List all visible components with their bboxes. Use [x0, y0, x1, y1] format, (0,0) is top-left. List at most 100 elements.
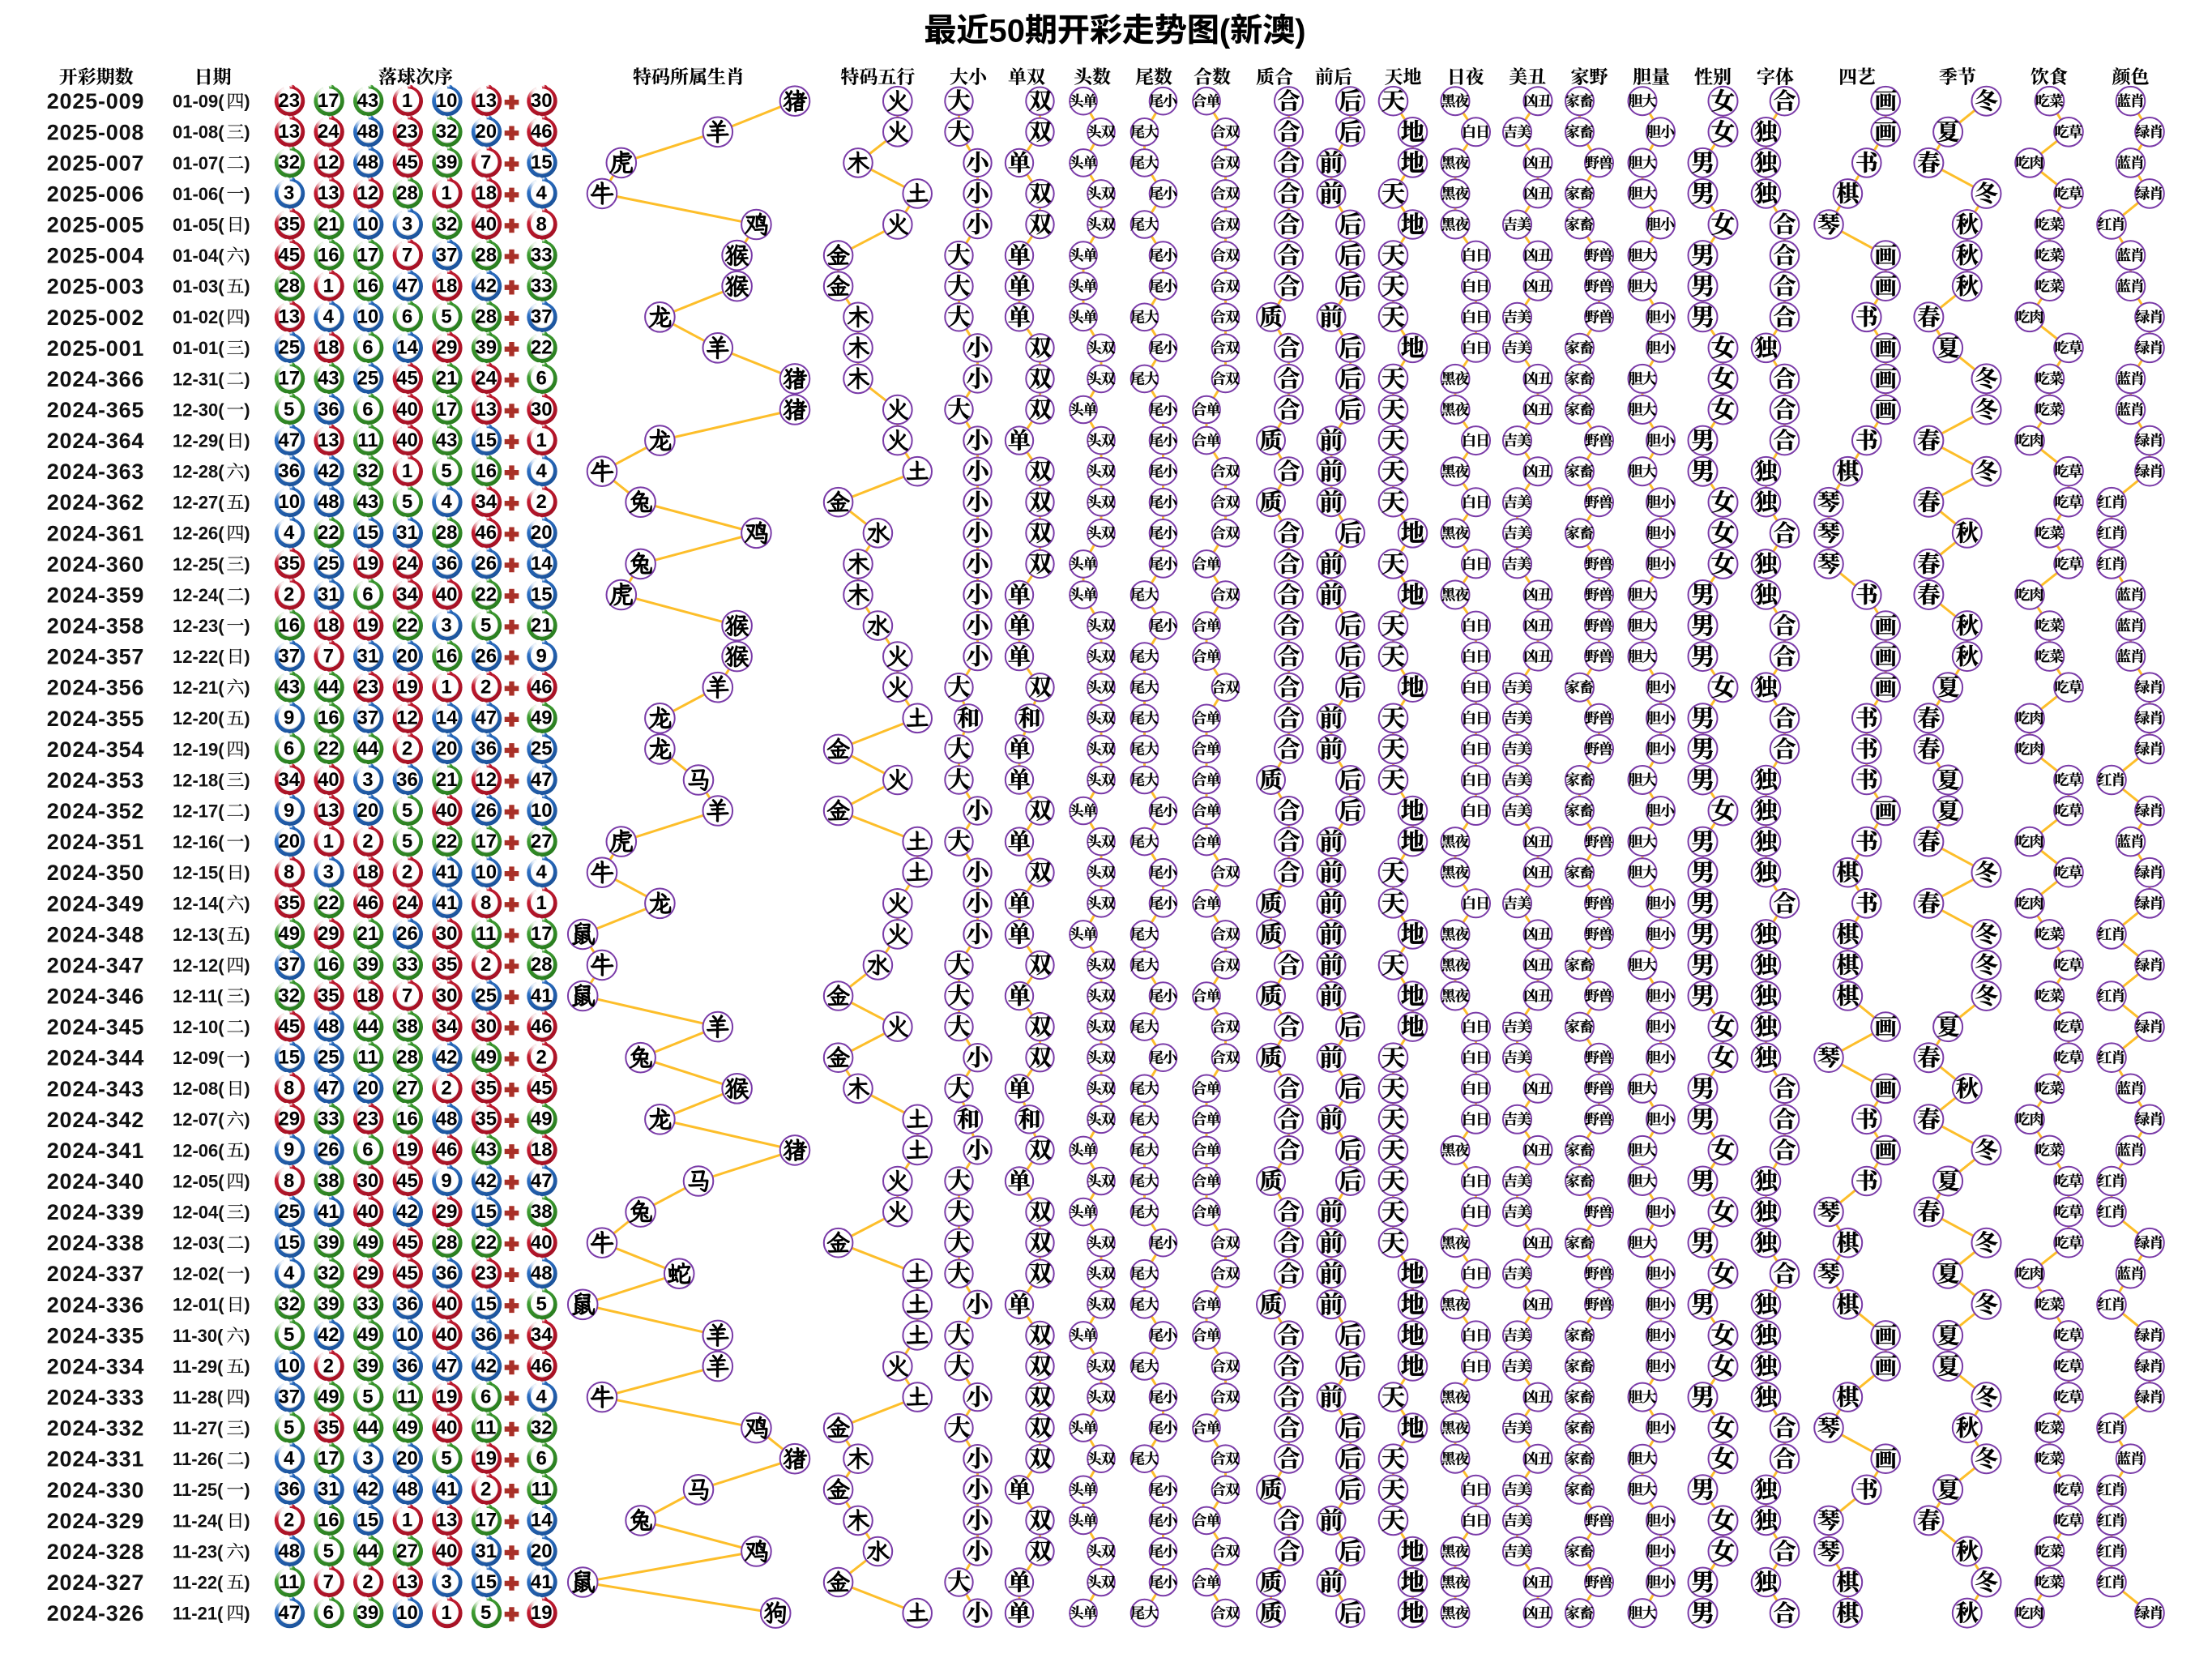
svg-text:37: 37 — [436, 244, 458, 266]
svg-text:12-20(: 12-20( — [173, 708, 224, 728]
svg-text:13: 13 — [278, 306, 300, 328]
svg-text:46: 46 — [436, 1139, 458, 1161]
svg-text:7: 7 — [323, 645, 334, 667]
svg-text:31: 31 — [318, 583, 339, 605]
svg-text:17: 17 — [318, 1448, 339, 1470]
svg-text:3: 3 — [323, 861, 334, 883]
svg-text:8: 8 — [536, 213, 547, 235]
svg-text:): ) — [244, 554, 250, 575]
svg-text:): ) — [244, 863, 250, 883]
svg-text:48: 48 — [531, 1263, 553, 1284]
svg-text:42: 42 — [475, 1170, 497, 1192]
svg-text:6: 6 — [362, 399, 373, 421]
svg-text:42: 42 — [396, 1201, 418, 1223]
svg-text:41: 41 — [436, 892, 458, 914]
svg-text:4: 4 — [323, 306, 335, 328]
svg-text:8: 8 — [284, 861, 294, 883]
svg-text:12-06(: 12-06( — [173, 1140, 224, 1160]
svg-text:40: 40 — [436, 1416, 458, 1438]
svg-text:41: 41 — [531, 985, 553, 1006]
svg-text:): ) — [244, 153, 250, 173]
svg-text:40: 40 — [436, 1293, 458, 1315]
svg-text:26: 26 — [396, 923, 418, 945]
svg-text:): ) — [244, 1295, 250, 1315]
svg-text:11-21(: 11-21( — [173, 1604, 224, 1624]
svg-text:2025-004: 2025-004 — [47, 244, 145, 268]
svg-text:11: 11 — [476, 923, 496, 945]
svg-text:48: 48 — [357, 152, 379, 173]
svg-text:25: 25 — [357, 368, 379, 390]
svg-text:17: 17 — [475, 831, 497, 852]
svg-text:37: 37 — [278, 1386, 300, 1408]
svg-text:41: 41 — [436, 1479, 458, 1501]
svg-text:22: 22 — [531, 337, 553, 359]
svg-text:2024-333: 2024-333 — [47, 1386, 145, 1410]
svg-text:39: 39 — [436, 152, 458, 173]
svg-text:14: 14 — [531, 553, 553, 575]
svg-text:25: 25 — [531, 738, 553, 760]
svg-text:18: 18 — [531, 1139, 553, 1161]
svg-text:2024-357: 2024-357 — [47, 645, 145, 669]
svg-text:11-24(: 11-24( — [173, 1510, 224, 1531]
svg-text:6: 6 — [536, 368, 547, 390]
svg-text:12-29(: 12-29( — [173, 431, 224, 451]
svg-text:10: 10 — [357, 306, 379, 328]
svg-text:38: 38 — [531, 1201, 553, 1223]
svg-text:): ) — [244, 708, 250, 728]
svg-text:16: 16 — [318, 707, 339, 729]
svg-text:20: 20 — [436, 738, 458, 760]
svg-text:10: 10 — [436, 90, 458, 112]
svg-text:49: 49 — [475, 1047, 497, 1069]
svg-text:18: 18 — [357, 861, 379, 883]
svg-text:2024-349: 2024-349 — [47, 891, 145, 916]
svg-text:31: 31 — [475, 1540, 497, 1562]
svg-text:): ) — [244, 677, 250, 698]
svg-text:11-25(: 11-25( — [173, 1480, 224, 1500]
svg-text:46: 46 — [357, 892, 379, 914]
svg-text:5: 5 — [284, 399, 294, 421]
svg-text:29: 29 — [357, 1263, 379, 1284]
svg-text:3: 3 — [441, 614, 451, 636]
svg-text:17: 17 — [436, 399, 458, 421]
svg-text:5: 5 — [441, 306, 451, 328]
svg-text:2024-361: 2024-361 — [47, 521, 145, 545]
svg-text:44: 44 — [357, 1540, 379, 1562]
svg-text:2024-353: 2024-353 — [47, 768, 145, 793]
svg-text:1: 1 — [441, 677, 451, 699]
svg-text:): ) — [244, 647, 250, 667]
svg-text:15: 15 — [475, 429, 497, 451]
svg-text:48: 48 — [436, 1109, 458, 1130]
svg-text:): ) — [244, 122, 250, 143]
svg-text:2024-326: 2024-326 — [47, 1601, 145, 1626]
svg-text:0: 0 — [1007, 13, 1025, 49]
svg-text:): ) — [244, 955, 250, 976]
svg-text:28: 28 — [278, 276, 300, 297]
svg-text:48: 48 — [278, 1540, 300, 1562]
svg-text:29: 29 — [436, 1201, 458, 1223]
svg-text:1: 1 — [323, 831, 334, 852]
svg-text:2024-351: 2024-351 — [47, 830, 145, 854]
svg-text:2024-354: 2024-354 — [47, 737, 145, 762]
svg-text:12-09(: 12-09( — [173, 1048, 224, 1068]
svg-text:36: 36 — [436, 553, 458, 575]
svg-text:39: 39 — [357, 954, 379, 976]
svg-text:4: 4 — [536, 1386, 548, 1408]
svg-text:32: 32 — [318, 1263, 339, 1284]
svg-text:2024-334: 2024-334 — [47, 1355, 145, 1379]
svg-text:5: 5 — [441, 460, 451, 482]
svg-text:2024-358: 2024-358 — [47, 614, 145, 639]
svg-text:2024-343: 2024-343 — [47, 1077, 145, 1101]
svg-text:): ) — [244, 1604, 250, 1624]
svg-text:12-04(: 12-04( — [173, 1203, 224, 1223]
svg-text:36: 36 — [475, 738, 497, 760]
svg-text:47: 47 — [278, 1602, 300, 1624]
svg-text:11-28(: 11-28( — [173, 1387, 224, 1408]
svg-text:6: 6 — [402, 306, 412, 328]
svg-text:2024-342: 2024-342 — [47, 1108, 145, 1132]
svg-text:36: 36 — [475, 1324, 497, 1346]
svg-text:44: 44 — [357, 1416, 379, 1438]
svg-text:12: 12 — [396, 707, 418, 729]
svg-text:30: 30 — [357, 1170, 379, 1192]
svg-text:11: 11 — [532, 1479, 552, 1501]
svg-text:): ) — [244, 1048, 250, 1068]
